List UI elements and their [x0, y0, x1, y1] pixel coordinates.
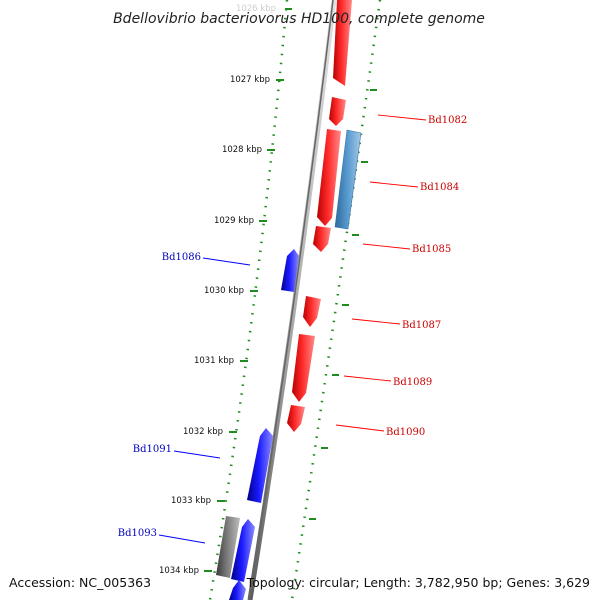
inner-dotted-track	[208, 0, 289, 600]
pseudogene[interactable]	[216, 516, 240, 578]
tick-label: 1027 kbp	[230, 75, 270, 85]
topology-text: Topology: circular; Length: 3,782,950 bp…	[246, 575, 590, 590]
gene-arrow-bd1086[interactable]	[281, 249, 299, 292]
forward-genes	[287, 0, 352, 432]
forward-callouts: Bd1082 Bd1084 Bd1085 Bd1087 Bd1089 Bd109…	[335, 114, 467, 438]
gene-label-bd1082[interactable]: Bd1082	[428, 115, 467, 126]
rna-feature[interactable]	[334, 129, 362, 230]
scale-ticks: 1026 kbp 1027 kbp 1028 kbp 1029 kbp 1030…	[159, 4, 377, 576]
tick-label: 1033 kbp	[171, 496, 211, 506]
callout-line	[173, 450, 221, 459]
gene-arrow-bd1091[interactable]	[247, 428, 273, 503]
gene-arrow-bd1084[interactable]	[317, 129, 341, 226]
outer-dotted-track	[290, 0, 382, 600]
tick-label: 1031 kbp	[194, 356, 234, 366]
callout-line	[202, 257, 251, 266]
gene-label-bd1091[interactable]: Bd1091	[133, 444, 172, 455]
gene-arrow-bd1090[interactable]	[287, 405, 305, 432]
gene-arrow-bd1093[interactable]	[231, 519, 255, 582]
reverse-callouts: Bd1086 Bd1091 Bd1093	[118, 252, 251, 544]
gene-label-bd1084[interactable]: Bd1084	[420, 182, 459, 193]
callout-line	[377, 114, 427, 121]
gene-arrow[interactable]	[333, 0, 352, 86]
tick-label: 1030 kbp	[204, 286, 244, 296]
tick-label: 1029 kbp	[214, 216, 254, 226]
gene-arrow-bd1082[interactable]	[329, 97, 346, 126]
gene-label-bd1090[interactable]: Bd1090	[386, 427, 425, 438]
gene-arrow[interactable]	[229, 580, 246, 600]
callout-line	[158, 534, 206, 544]
tick-label: 1026 kbp	[236, 4, 276, 14]
gene-label-bd1089[interactable]: Bd1089	[393, 377, 432, 388]
tick-label: 1032 kbp	[183, 427, 223, 437]
tick-label: 1028 kbp	[222, 145, 262, 155]
accession-text: Accession: NC_005363	[9, 575, 151, 590]
page-title: Bdellovibrio bacteriovorus HD100, comple…	[113, 11, 485, 27]
callout-line	[335, 424, 385, 432]
gene-label-bd1086[interactable]: Bd1086	[162, 252, 201, 263]
gene-arrow-bd1087[interactable]	[303, 296, 321, 327]
genome-backbone-shade	[248, 0, 334, 600]
gene-label-bd1087[interactable]: Bd1087	[402, 320, 441, 331]
callout-line	[343, 375, 392, 382]
gene-label-bd1093[interactable]: Bd1093	[118, 528, 157, 539]
callout-line	[362, 243, 411, 250]
gene-label-bd1085[interactable]: Bd1085	[412, 244, 451, 255]
gene-arrow-bd1085[interactable]	[313, 226, 331, 252]
genome-backbone	[247, 0, 337, 600]
tick-label: 1034 kbp	[159, 566, 199, 576]
gene-arrow-bd1089[interactable]	[292, 334, 315, 402]
callout-line	[351, 318, 401, 325]
reverse-genes	[229, 249, 299, 600]
callout-line	[369, 181, 419, 188]
